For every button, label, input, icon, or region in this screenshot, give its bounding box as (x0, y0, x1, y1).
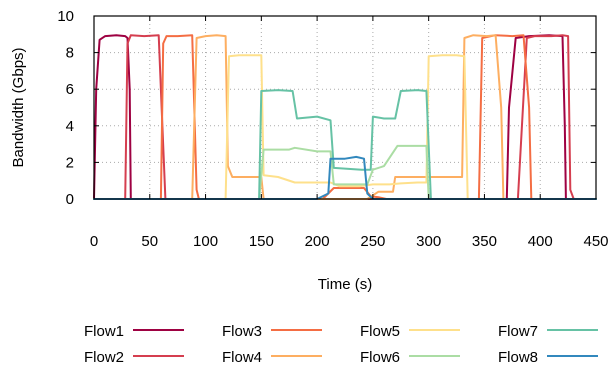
grid-lines (94, 16, 596, 199)
series-line-flow7 (93, 89, 597, 200)
legend-label: Flow7 (498, 323, 538, 340)
series-line-flow3 (93, 34, 597, 200)
y-tick-label: 10 (57, 8, 74, 25)
legend: Flow1 Flow2 Flow3 Flow4 Flow5 Flow6 Flow7 Flow8 (84, 323, 598, 366)
y-axis-label: Bandwidth (Gbps) (10, 47, 27, 167)
legend-item-flow5: Flow5 (360, 323, 460, 340)
series-line-flow6 (93, 144, 597, 200)
legend-label: Flow4 (222, 349, 262, 366)
legend-item-flow8: Flow8 (498, 349, 598, 366)
legend-item-flow1: Flow1 (84, 323, 184, 340)
series-line-flow5 (93, 54, 597, 200)
legend-label: Flow5 (360, 323, 400, 340)
y-tick-label: 4 (66, 118, 74, 135)
x-tick-label: 350 (472, 233, 497, 250)
legend-label: Flow1 (84, 323, 124, 340)
x-axis-label: Time (s) (318, 276, 372, 293)
x-tick-label: 100 (193, 233, 218, 250)
legend-item-flow2: Flow2 (84, 349, 184, 366)
x-tick-label: 450 (583, 233, 608, 250)
legend-item-flow3: Flow3 (222, 323, 322, 340)
legend-item-flow7: Flow7 (498, 323, 598, 340)
x-tick-label: 150 (249, 233, 274, 250)
x-tick-label: 0 (90, 233, 98, 250)
series-line-flow2 (93, 34, 597, 200)
y-tick-label: 0 (66, 191, 74, 208)
x-tick-label: 50 (141, 233, 158, 250)
series-line-flow8 (93, 155, 597, 200)
legend-label: Flow2 (84, 349, 124, 366)
series-line-flow1 (93, 34, 597, 200)
legend-item-flow4: Flow4 (222, 349, 322, 366)
x-tick-label: 400 (528, 233, 553, 250)
legend-item-flow6: Flow6 (360, 349, 460, 366)
axis-ticks: 0 50 100 150 200 250 300 350 400 450 0 2 4 6 8 10 (57, 8, 608, 250)
y-tick-label: 2 (66, 154, 74, 171)
legend-label: Flow8 (498, 349, 538, 366)
plot-frame (93, 15, 597, 200)
series-lines (93, 34, 597, 200)
legend-label: Flow6 (360, 349, 400, 366)
legend-label: Flow3 (222, 323, 262, 340)
x-tick-label: 250 (360, 233, 385, 250)
series-line-flow4 (93, 34, 597, 200)
y-tick-label: 6 (66, 81, 74, 98)
x-tick-label: 300 (416, 233, 441, 250)
y-tick-label: 8 (66, 45, 74, 62)
x-tick-label: 200 (305, 233, 330, 250)
